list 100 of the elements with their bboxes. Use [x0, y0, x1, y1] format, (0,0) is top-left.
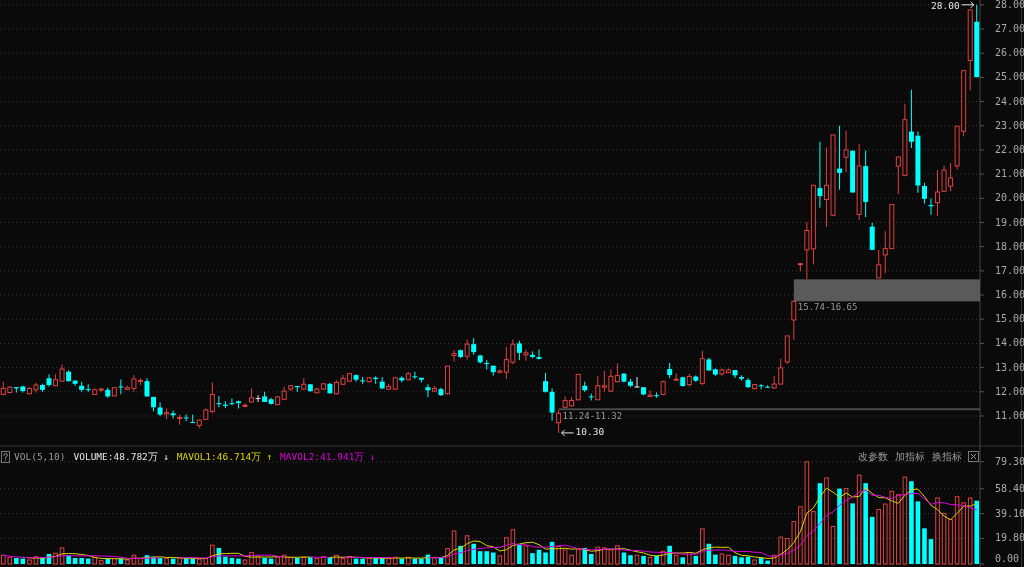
y-tick-label: 39.10 [995, 507, 1024, 519]
bar [660, 550, 666, 565]
band-label: 11.24-11.32 [562, 411, 623, 422]
bar [14, 557, 19, 564]
bar [700, 528, 705, 565]
bar [628, 555, 633, 564]
bar [811, 511, 816, 565]
bar [615, 545, 620, 565]
y-tick-label: 25.00 [995, 71, 1024, 83]
y-tick-label: 14.00 [995, 337, 1024, 349]
y-tick-label: 16.00 [995, 289, 1024, 301]
bar [112, 558, 117, 565]
candlestick [412, 371, 418, 380]
bar [321, 556, 326, 565]
y-tick-label: 21.00 [995, 168, 1024, 180]
bar [869, 516, 875, 564]
annotation: VOLUME:48.782万 ↓ [73, 450, 170, 462]
candlestick [451, 349, 457, 363]
y-tick-label: 58.40 [995, 482, 1024, 494]
bar [843, 488, 849, 565]
bar [830, 525, 836, 565]
bar [588, 553, 594, 564]
y-tick-label: 0.00 [995, 553, 1020, 564]
bar [575, 548, 581, 565]
bar [752, 559, 757, 565]
bar [824, 477, 829, 565]
bar [876, 508, 882, 565]
bar [451, 530, 457, 565]
text: MAVOL1:46.714万 ↑ [176, 450, 273, 462]
annotation: 加指标 [895, 451, 925, 462]
candlestick [516, 340, 522, 361]
bar [340, 558, 346, 565]
candlestick [634, 376, 640, 389]
candlestick [876, 249, 882, 279]
candlestick [647, 389, 653, 398]
annotation: 改参数 [858, 451, 888, 462]
bar [275, 556, 280, 565]
y-tick-label: 12.00 [995, 385, 1024, 397]
bar [98, 560, 104, 565]
bar [79, 557, 84, 564]
candlestick [464, 338, 470, 361]
candlestick [523, 348, 529, 362]
candlestick [758, 383, 764, 390]
bar [347, 556, 352, 565]
bar [856, 474, 862, 565]
candlestick [843, 130, 849, 173]
y-tick-label: 13.00 [995, 361, 1024, 373]
candlestick [216, 395, 222, 408]
candlestick [543, 372, 549, 394]
bar [406, 556, 411, 565]
bar [837, 488, 842, 564]
bar [360, 558, 365, 564]
band-label: 15.74-16.65 [797, 302, 858, 313]
bar [523, 545, 529, 565]
candlestick [556, 409, 562, 434]
bar [432, 557, 437, 565]
candlestick [242, 402, 248, 408]
text: MAVOL2:41.941万 ↓ [280, 450, 376, 462]
bar [654, 555, 659, 564]
annotation: 28.00 [931, 0, 960, 12]
chart-title: VOL(5,10) [14, 450, 66, 462]
bar [386, 558, 392, 565]
candlestick [157, 401, 163, 417]
bar [673, 554, 679, 565]
candlestick [255, 394, 261, 403]
bar [92, 556, 98, 565]
bar [863, 483, 868, 564]
bar [464, 535, 470, 565]
y-tick-label: 26.00 [995, 47, 1024, 59]
y-tick-label: 15.00 [995, 313, 1024, 325]
bar [765, 560, 770, 564]
bar [334, 554, 339, 565]
candlestick [921, 182, 927, 205]
y-tick-label: 22.00 [995, 143, 1024, 155]
bar [262, 557, 267, 564]
candlestick [170, 410, 176, 420]
bar [719, 553, 725, 565]
bar [471, 543, 476, 564]
bar [922, 528, 927, 564]
bar [236, 558, 241, 564]
candlestick [229, 398, 235, 406]
annotation: 换指标 [932, 451, 962, 462]
bar [164, 558, 169, 565]
candlestick [549, 387, 555, 422]
y-tick-label: 79.30 [995, 455, 1024, 467]
candlestick [72, 379, 78, 387]
candlestick [118, 378, 124, 395]
candlestick [425, 383, 431, 398]
bar [634, 554, 640, 565]
bar [530, 553, 535, 564]
y-tick-label: 19.00 [995, 216, 1024, 228]
y-tick-label: 24.00 [995, 95, 1024, 107]
y-tick-label: 17.00 [995, 264, 1024, 276]
bar [497, 555, 503, 565]
bar [647, 556, 653, 565]
bar [850, 503, 855, 564]
bar [556, 545, 561, 565]
candlestick [791, 300, 797, 341]
bar [517, 544, 522, 564]
bar [242, 559, 248, 565]
